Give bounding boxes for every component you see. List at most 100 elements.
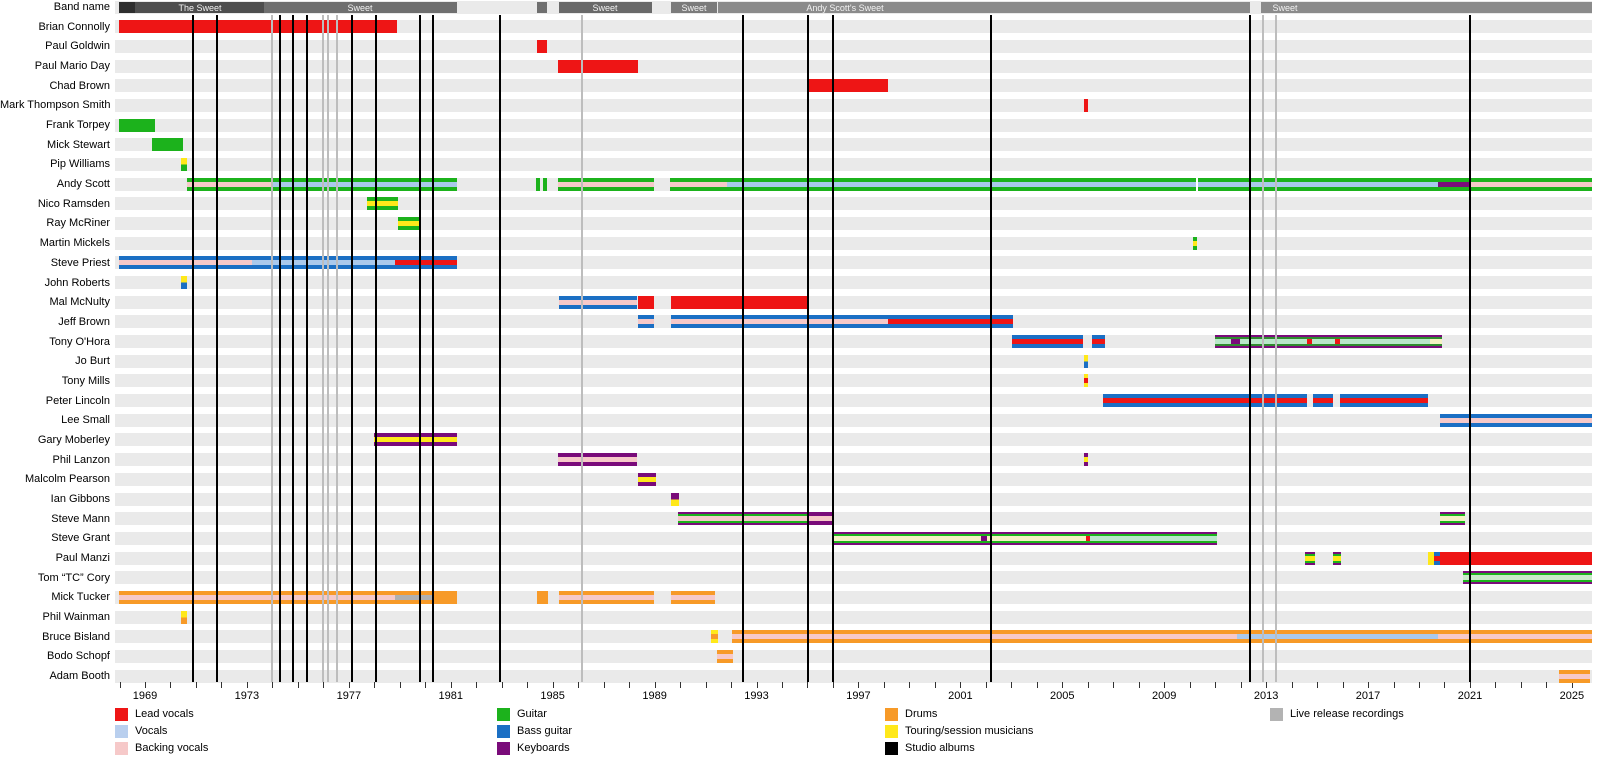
legend-label: Touring/session musicians bbox=[905, 725, 1034, 737]
row-band bbox=[115, 551, 1592, 565]
role-stripe bbox=[1438, 634, 1592, 640]
studio-album-line bbox=[216, 15, 218, 682]
axis-tick bbox=[883, 682, 885, 688]
axis-tick bbox=[1189, 682, 1191, 688]
axis-tick bbox=[1036, 682, 1038, 688]
row-label: Band name bbox=[53, 1, 110, 13]
row-label: Ray McRiner bbox=[46, 217, 110, 230]
axis-tick bbox=[221, 682, 223, 688]
role-stripe bbox=[732, 634, 1237, 640]
role-stripe bbox=[1237, 634, 1438, 640]
axis-year-label: 2013 bbox=[1253, 690, 1279, 702]
axis-tick bbox=[1444, 682, 1446, 688]
live-release-line bbox=[581, 15, 583, 682]
axis-tick bbox=[1571, 682, 1573, 688]
role-stripe bbox=[833, 535, 981, 541]
row-band bbox=[115, 669, 1592, 683]
row-label: Ian Gibbons bbox=[50, 493, 110, 505]
studio-album-line bbox=[192, 15, 194, 682]
axis-tick bbox=[1113, 682, 1115, 688]
row-label: Mick Stewart bbox=[47, 138, 110, 151]
row-label: Martin Mickels bbox=[39, 237, 110, 250]
role-stripe bbox=[367, 201, 398, 207]
legend-label: Keyboards bbox=[517, 742, 570, 754]
row-label: Phil Lanzon bbox=[52, 453, 111, 466]
studio-album-line bbox=[375, 15, 377, 682]
member-bar bbox=[558, 453, 637, 467]
role-stripe bbox=[671, 594, 715, 600]
axis-tick bbox=[934, 682, 936, 688]
legend-label: Live release recordings bbox=[1290, 708, 1404, 720]
row-label: Tom “TC” Cory bbox=[37, 571, 110, 584]
role-stripe bbox=[1092, 339, 1105, 345]
role-stripe bbox=[1215, 339, 1231, 345]
row-band bbox=[115, 256, 1592, 270]
axis-tick bbox=[425, 682, 427, 688]
row-label: Mark Thompson Smith bbox=[0, 99, 111, 112]
row-label: Mal McNulty bbox=[49, 296, 110, 309]
role-stripe bbox=[1193, 240, 1197, 246]
studio-album-line bbox=[432, 15, 434, 682]
role-stripe bbox=[1090, 535, 1217, 541]
axis-tick bbox=[629, 682, 631, 688]
legend-label: Drums bbox=[905, 708, 938, 720]
member-bar bbox=[671, 315, 1013, 329]
chart-area: Band name Brian Connolly Paul Goldwin Paul … bbox=[0, 0, 1592, 702]
member-bar bbox=[152, 138, 183, 152]
member-bar bbox=[1559, 669, 1590, 683]
row-band bbox=[115, 276, 1592, 290]
axis-tick bbox=[680, 682, 682, 688]
axis-year-label: 2001 bbox=[948, 690, 973, 702]
band-era: Sweet bbox=[559, 1, 652, 13]
axis-tick bbox=[1240, 682, 1242, 688]
member-bar bbox=[181, 610, 187, 624]
band-era bbox=[119, 1, 135, 13]
axis-year-label: 1977 bbox=[336, 690, 362, 702]
legend-label: Lead vocals bbox=[135, 708, 194, 720]
axis-year-label: 1985 bbox=[540, 690, 565, 702]
role-stripe bbox=[558, 181, 654, 187]
axis-tick bbox=[1368, 682, 1370, 688]
row-band bbox=[115, 20, 1592, 34]
axis-tick bbox=[1266, 682, 1268, 688]
studio-album-line bbox=[419, 15, 421, 682]
member-bar bbox=[671, 590, 715, 604]
role-stripe bbox=[119, 594, 395, 600]
role-stripe bbox=[187, 181, 273, 187]
row-band bbox=[115, 413, 1592, 427]
row-band bbox=[115, 295, 1592, 309]
member-bar bbox=[1012, 335, 1083, 349]
row-band bbox=[115, 649, 1592, 663]
row-band bbox=[115, 610, 1592, 624]
member-bar bbox=[1340, 394, 1428, 408]
role-stripe bbox=[1086, 535, 1090, 541]
row-band bbox=[115, 571, 1592, 585]
legend-label: Backing vocals bbox=[135, 742, 209, 754]
studio-album-line bbox=[306, 15, 308, 682]
role-stripe bbox=[119, 260, 252, 266]
legend-label: Vocals bbox=[135, 725, 168, 737]
live-release-line bbox=[336, 15, 338, 682]
member-bar bbox=[1103, 394, 1307, 408]
row-label: Pip Williams bbox=[50, 158, 110, 171]
row-band bbox=[115, 39, 1592, 53]
axis-tick bbox=[960, 682, 962, 688]
row-label: John Roberts bbox=[44, 276, 110, 289]
row-label: Andy Scott bbox=[56, 178, 110, 191]
role-stripe bbox=[1470, 181, 1592, 187]
axis-tick bbox=[705, 682, 707, 688]
axis-tick bbox=[246, 682, 248, 688]
axis-tick bbox=[374, 682, 376, 688]
role-stripe bbox=[1312, 339, 1335, 345]
member-bar bbox=[1215, 335, 1442, 349]
member-bar bbox=[536, 177, 540, 191]
axis-tick bbox=[858, 682, 860, 688]
member-bar bbox=[1084, 453, 1088, 467]
member-bar bbox=[1428, 551, 1434, 565]
role-stripe bbox=[1438, 181, 1470, 187]
row-label: Steve Mann bbox=[51, 512, 110, 525]
member-bar bbox=[543, 177, 547, 191]
row-band bbox=[115, 59, 1592, 73]
axis-tick bbox=[1419, 682, 1420, 688]
member-bar bbox=[1084, 98, 1088, 112]
